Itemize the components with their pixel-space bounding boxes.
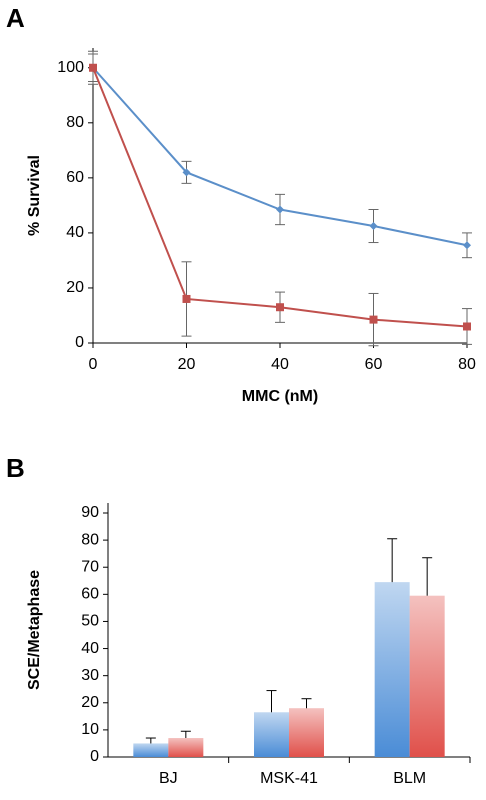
x-tick-label: 20 [178, 356, 196, 373]
marker [182, 168, 191, 177]
bar [409, 595, 445, 757]
y-tick-label: 100 [57, 59, 84, 76]
x-axis-title: MMC (nM) [242, 388, 318, 405]
marker [182, 294, 191, 303]
panel-label: A [6, 3, 25, 33]
y-tick-label: 80 [81, 531, 99, 548]
bar [168, 738, 204, 757]
y-tick-label: 80 [66, 114, 84, 131]
bar [289, 708, 324, 757]
x-tick-label: 0 [89, 356, 98, 373]
y-tick-label: 0 [75, 334, 84, 351]
marker [463, 241, 471, 250]
bar [254, 712, 289, 757]
y-axis-title: SCE/Metaphase [26, 570, 43, 690]
y-tick-label: 20 [66, 279, 84, 296]
x-tick-label: BJ [159, 770, 178, 787]
x-tick-label: 40 [271, 356, 289, 373]
x-tick-label: 60 [365, 356, 383, 373]
marker [89, 63, 97, 72]
marker [369, 222, 378, 231]
x-tick-label: 80 [458, 356, 476, 373]
marker [276, 205, 284, 214]
y-tick-label: 60 [66, 169, 84, 186]
y-tick-label: 0 [90, 748, 99, 765]
y-tick-label: 20 [81, 694, 99, 711]
y-tick-label: 60 [81, 586, 99, 603]
bar [374, 582, 410, 757]
y-tick-label: 50 [81, 613, 99, 630]
y-tick-label: 10 [81, 721, 99, 738]
y-tick-label: 90 [81, 504, 99, 521]
marker [463, 322, 471, 331]
marker [276, 303, 284, 312]
y-tick-label: 30 [81, 667, 99, 684]
marker [369, 315, 378, 324]
y-tick-label: 40 [81, 640, 99, 657]
x-tick-label: BLM [393, 770, 426, 787]
y-tick-label: 70 [81, 558, 99, 575]
y-tick-label: 40 [66, 224, 84, 241]
panel-label: B [6, 453, 25, 483]
y-axis-title: % Survival [26, 155, 43, 236]
bar [133, 743, 169, 757]
x-tick-label: MSK-41 [260, 770, 318, 787]
